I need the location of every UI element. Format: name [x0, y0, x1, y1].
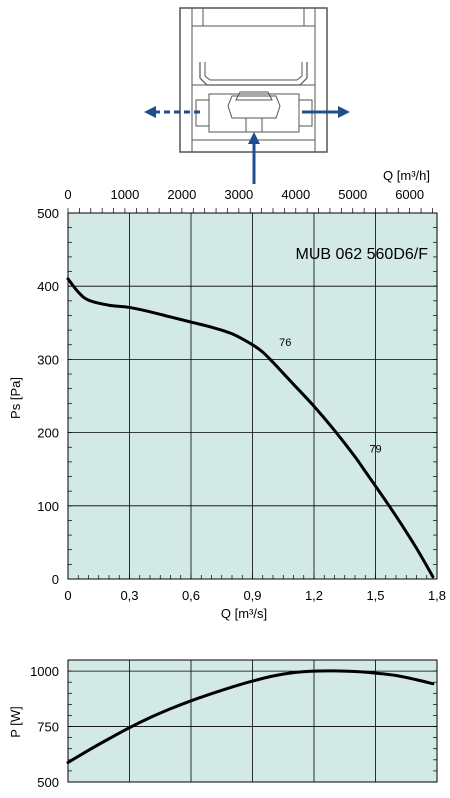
x-tick-label: 0	[64, 588, 71, 603]
pressure-x-tick-labels: 0 0,3 0,6 0,9 1,2 1,5 1,8	[64, 588, 446, 603]
x2-tick-label: 6000	[395, 187, 424, 202]
y-tick-label: 100	[37, 499, 59, 514]
pressure-y-tick-labels: 0 100 200 300 400 500	[37, 206, 59, 587]
power-chart: 500 750 1000 P [W]	[8, 659, 438, 790]
power-y-tick-label: 750	[37, 720, 59, 735]
pressure-chart: 0 0,3 0,6 0,9 1,2 1,5 1,8 0 100 200 300 400 500 0 10…	[8, 168, 446, 621]
x-tick-label: 0,9	[243, 588, 261, 603]
power-y-tick-label: 500	[37, 775, 59, 790]
fan-housing-diagram-icon	[179, 7, 328, 153]
outlet-arrow-right-icon	[302, 106, 350, 118]
outlet-arrow-left-icon	[144, 106, 200, 118]
x2-tick-label: 5000	[338, 187, 367, 202]
x2-axis-label: Q [m³/h]	[383, 168, 430, 183]
x-tick-label: 1,8	[428, 588, 446, 603]
inlet-arrow-up-icon	[248, 132, 260, 184]
y-tick-label: 200	[37, 426, 59, 441]
power-y-tick-labels: 500 750 1000	[30, 664, 59, 790]
chart-title: MUB 062 560D6/F	[295, 246, 428, 263]
x2-tick-label: 3000	[224, 187, 253, 202]
pressure-minor-ticks	[67, 208, 438, 580]
x2-tick-label: 4000	[281, 187, 310, 202]
y-tick-label: 0	[52, 572, 59, 587]
x2-tick-label: 2000	[167, 187, 196, 202]
curve-annotations: 76 79	[279, 337, 381, 455]
power-y-tick-label: 1000	[30, 664, 59, 679]
pressure-gridlines	[68, 213, 437, 579]
curve-annotation-label: 79	[369, 443, 381, 455]
curve-annotation-label: 76	[279, 337, 291, 349]
y-tick-label: 300	[37, 352, 59, 367]
y-tick-label: 500	[37, 206, 59, 221]
power-curve	[66, 669, 435, 764]
pressure-curve	[66, 277, 435, 579]
x2-tick-label: 0	[64, 187, 71, 202]
y-axis-label: Ps [Pa]	[8, 377, 23, 419]
x-tick-label: 0,3	[120, 588, 138, 603]
x-tick-label: 0,6	[182, 588, 200, 603]
flow-m3h-tick-labels: 0 1000 2000 3000 4000 5000 6000	[64, 187, 424, 202]
y-tick-label: 400	[37, 279, 59, 294]
x-axis-label: Q [m³/s]	[221, 606, 267, 621]
power-y-axis-label: P [W]	[8, 706, 23, 738]
x2-tick-label: 1000	[110, 187, 139, 202]
x-tick-label: 1,2	[305, 588, 323, 603]
x-tick-label: 1,5	[366, 588, 384, 603]
